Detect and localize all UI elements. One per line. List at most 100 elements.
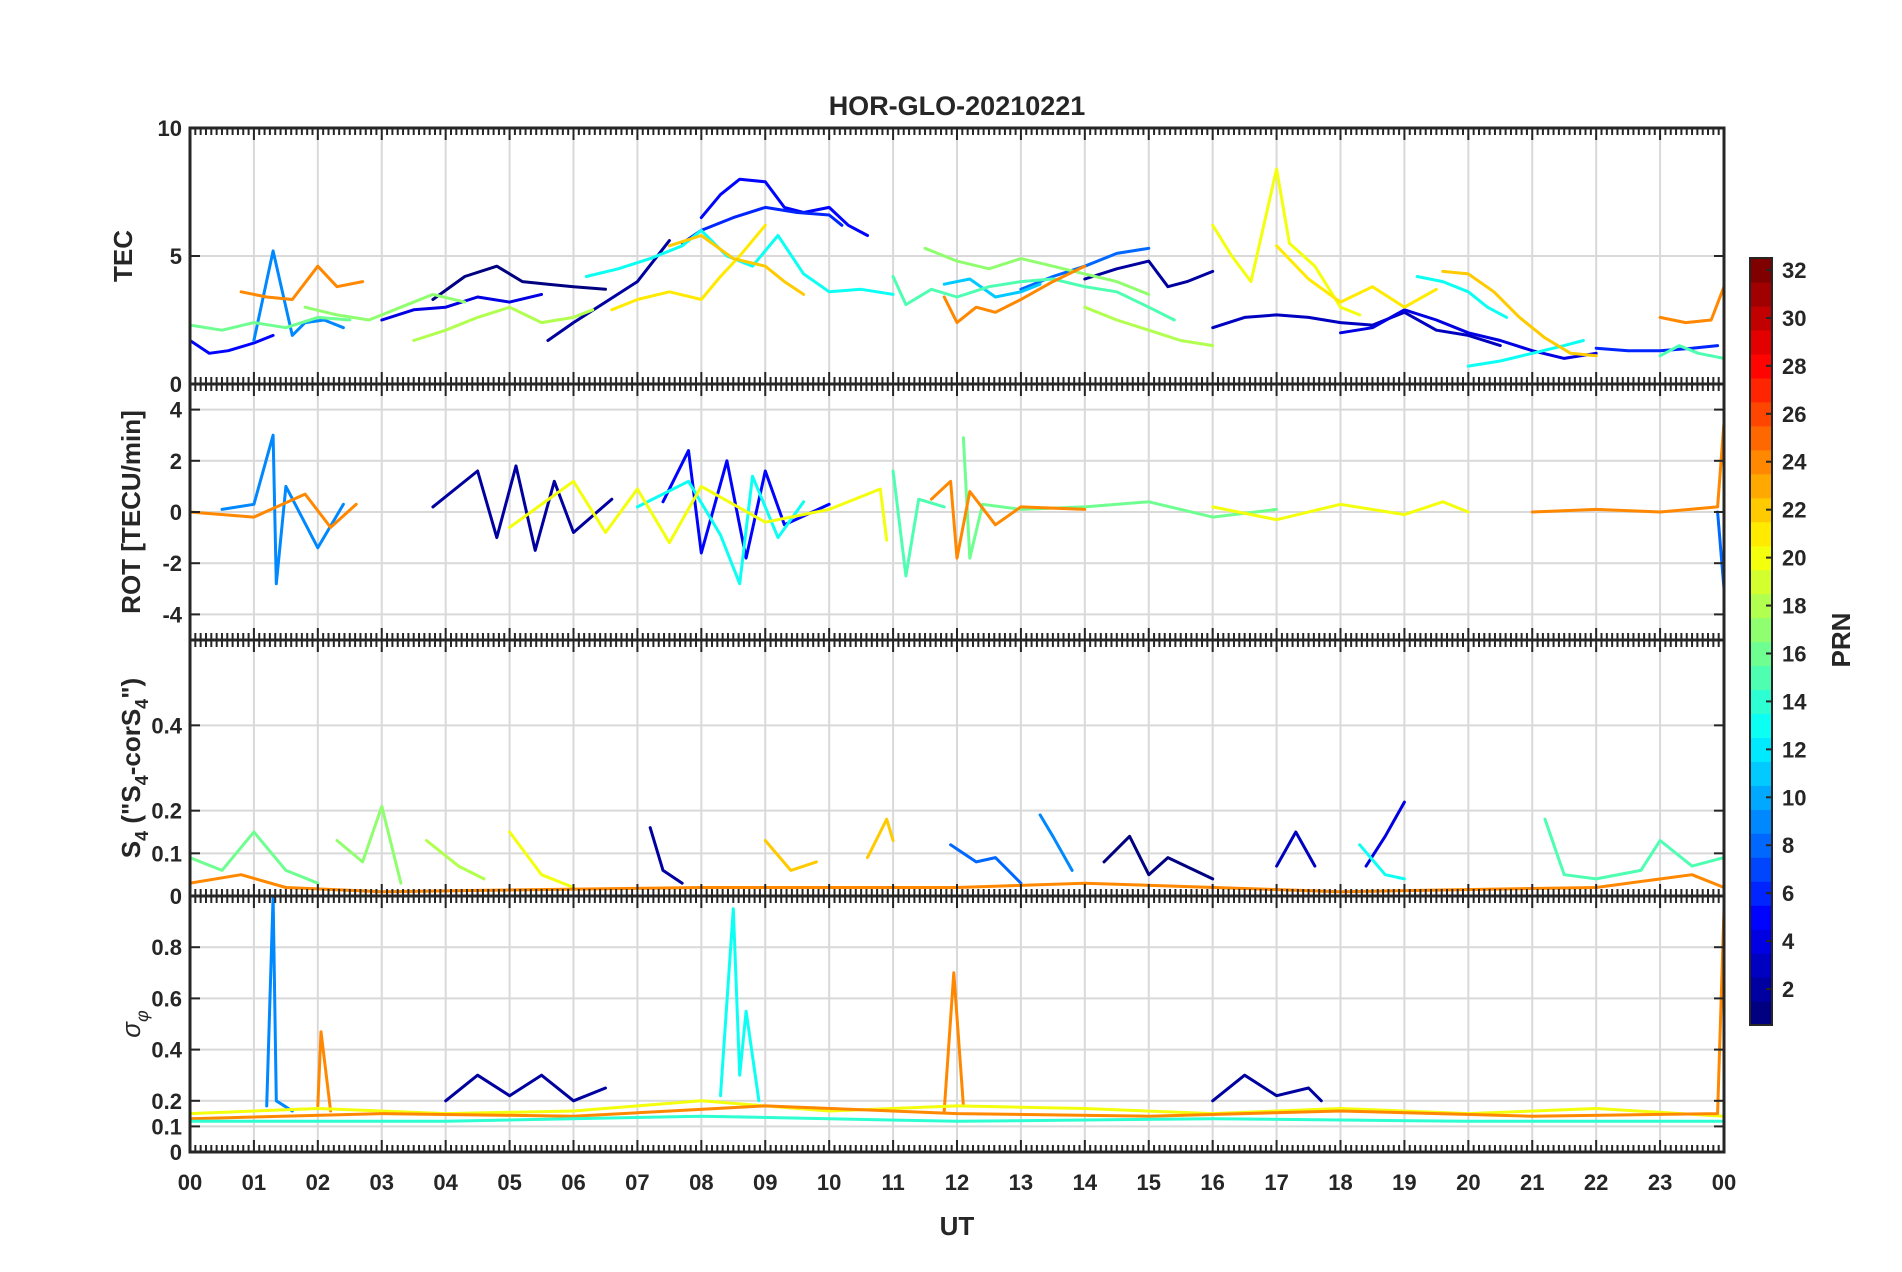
sigma_phi-ytick-label-2: 0.2 bbox=[151, 1089, 182, 1114]
xtick-label-9: 09 bbox=[753, 1170, 777, 1195]
colorbar-swatch-prn-1 bbox=[1750, 1001, 1772, 1026]
tec-ytick-label-1: 5 bbox=[170, 244, 182, 269]
tec-series-prn-4-4 bbox=[380, 292, 543, 322]
xtick-label-2: 02 bbox=[306, 1170, 330, 1195]
sigma_phi-series-prn-2-5 bbox=[1211, 1073, 1323, 1103]
tec-series-prn-13-15 bbox=[1466, 339, 1585, 368]
tec-series-prn-21-24 bbox=[610, 223, 767, 312]
tec-series-group bbox=[190, 167, 1724, 368]
colorbar-swatch-prn-3 bbox=[1750, 953, 1772, 978]
colorbar-swatch-prn-21 bbox=[1750, 521, 1772, 547]
s4-series-prn-13-12 bbox=[1358, 843, 1406, 881]
tec-series-prn-2-2 bbox=[1083, 259, 1215, 289]
colorbar-tick-label-9: 20 bbox=[1782, 546, 1806, 571]
colorbar-swatch-prn-22 bbox=[1750, 497, 1772, 523]
s4-ytick-label-0: 0 bbox=[170, 884, 182, 909]
tec-series-prn-4-5 bbox=[1339, 308, 1598, 360]
s4-series-prn-22-5 bbox=[763, 839, 818, 872]
xtick-label-15: 15 bbox=[1137, 1170, 1161, 1195]
svg-text:S4 ("S4-corS4"): S4 ("S4-corS4") bbox=[116, 678, 152, 858]
rot-series-prn-9-2 bbox=[220, 433, 345, 586]
colorbar-label: PRN bbox=[1826, 613, 1856, 668]
tec-series-prn-9-11 bbox=[252, 249, 345, 342]
colorbar-swatch-prn-20 bbox=[1750, 545, 1772, 571]
colorbar-swatch-prn-26 bbox=[1750, 401, 1772, 427]
xtick-label-19: 19 bbox=[1392, 1170, 1416, 1195]
tec-series-prn-20-23 bbox=[1211, 167, 1362, 317]
s4-series-prn-4-11 bbox=[1364, 800, 1406, 868]
colorbar-tick-label-5: 12 bbox=[1782, 737, 1806, 762]
tec-series-prn-11-12 bbox=[942, 277, 1042, 299]
colorbar-swatch-prn-19 bbox=[1750, 569, 1772, 595]
rot-series-prn-15-4 bbox=[891, 469, 946, 578]
xtick-label-22: 22 bbox=[1584, 1170, 1608, 1195]
y-axis-label-sigma-phi: σφ bbox=[116, 1010, 152, 1038]
sigma_phi-ytick-label-3: 0.4 bbox=[151, 1038, 182, 1063]
rot-ytick-label-2: 0 bbox=[170, 500, 182, 525]
tec-series-prn-1-0 bbox=[431, 264, 607, 301]
xtick-label-7: 07 bbox=[625, 1170, 649, 1195]
colorbar-frame bbox=[1749, 257, 1773, 1026]
tec-series-prn-21-25 bbox=[1275, 244, 1438, 309]
tec-series-prn-16-18 bbox=[190, 315, 352, 332]
rot-series-prn-20-6 bbox=[508, 479, 889, 545]
rot-series-prn-2-0 bbox=[431, 464, 614, 552]
tec-ytick-label-2: 10 bbox=[158, 116, 182, 141]
rot-series-prn-24-8 bbox=[929, 479, 1087, 560]
colorbar-swatch-prn-32 bbox=[1750, 258, 1772, 283]
y-axis-label-rot: ROT [TECU/min] bbox=[116, 410, 146, 614]
s4-series-prn-15-13 bbox=[1543, 817, 1724, 881]
sigma_phi-series-prn-24-7 bbox=[190, 907, 1724, 1121]
tec-series-prn-17-19 bbox=[923, 246, 1151, 296]
colorbar-swatch-prn-14 bbox=[1750, 689, 1772, 715]
colorbar-tick-label-11: 24 bbox=[1782, 450, 1807, 475]
s4-series-prn-17-1 bbox=[335, 804, 403, 885]
sigma_phi-series-prn-24-3 bbox=[942, 971, 965, 1113]
xtick-label-0: 00 bbox=[178, 1170, 202, 1195]
colorbar-swatch-prn-15 bbox=[1750, 665, 1772, 691]
y-axis-label-tec: TEC bbox=[108, 230, 138, 282]
colorbar-tick-label-0: 2 bbox=[1782, 977, 1794, 1002]
tec-ytick-label-0: 0 bbox=[170, 372, 182, 397]
rot-ytick-label-1: -2 bbox=[162, 551, 182, 576]
s4-series-prn-18-2 bbox=[425, 839, 486, 881]
tec-series-prn-15-17 bbox=[1658, 344, 1724, 360]
xtick-label-16: 16 bbox=[1200, 1170, 1224, 1195]
series-layer bbox=[190, 167, 1724, 1123]
colorbar-swatch-prn-17 bbox=[1750, 617, 1772, 643]
rot-series-prn-13-3 bbox=[635, 474, 806, 586]
colorbar-tick-label-8: 18 bbox=[1782, 594, 1806, 619]
colorbar-swatch-prn-27 bbox=[1750, 377, 1772, 403]
xtick-label-3: 03 bbox=[370, 1170, 394, 1195]
xtick-label-5: 05 bbox=[497, 1170, 521, 1195]
xtick-label-18: 18 bbox=[1328, 1170, 1352, 1195]
tec-series-prn-22-27 bbox=[1441, 269, 1598, 358]
chart-title: HOR-GLO-20210221 bbox=[829, 91, 1086, 121]
colorbar-swatch-prn-10 bbox=[1750, 785, 1772, 810]
sigma_phi-ytick-label-5: 0.8 bbox=[151, 935, 182, 960]
rot-series-prn-20-7 bbox=[1211, 500, 1470, 522]
colorbar-swatch-prn-11 bbox=[1750, 761, 1772, 786]
tec-series-prn-2-1 bbox=[546, 239, 671, 342]
colorbar-tick-label-10: 22 bbox=[1782, 498, 1806, 523]
s4-series-prn-9-8 bbox=[1038, 813, 1074, 872]
rot-series-prn-24-9 bbox=[190, 492, 358, 529]
colorbar-swatch-prn-30 bbox=[1750, 305, 1772, 331]
xtick-label-13: 13 bbox=[1009, 1170, 1033, 1195]
xtick-label-12: 12 bbox=[945, 1170, 969, 1195]
tec-series-prn-24-28 bbox=[942, 264, 1087, 325]
colorbar-swatch-prn-5 bbox=[1750, 905, 1772, 930]
rot-series-prn-16-5 bbox=[961, 436, 1279, 560]
rot-series-group bbox=[190, 420, 1724, 591]
s4-series-prn-3-10 bbox=[1275, 830, 1317, 868]
colorbar-tick-label-3: 8 bbox=[1782, 833, 1794, 858]
s4-series-prn-16-0 bbox=[190, 830, 320, 885]
colorbar-swatch-prn-12 bbox=[1750, 737, 1772, 762]
colorbar-swatch-prn-29 bbox=[1750, 329, 1772, 355]
xtick-label-20: 20 bbox=[1456, 1170, 1480, 1195]
colorbar-swatch-prn-28 bbox=[1750, 353, 1772, 379]
x-axis-label: UT bbox=[940, 1211, 975, 1241]
sigma_phi-ytick-label-0: 0 bbox=[170, 1140, 182, 1165]
